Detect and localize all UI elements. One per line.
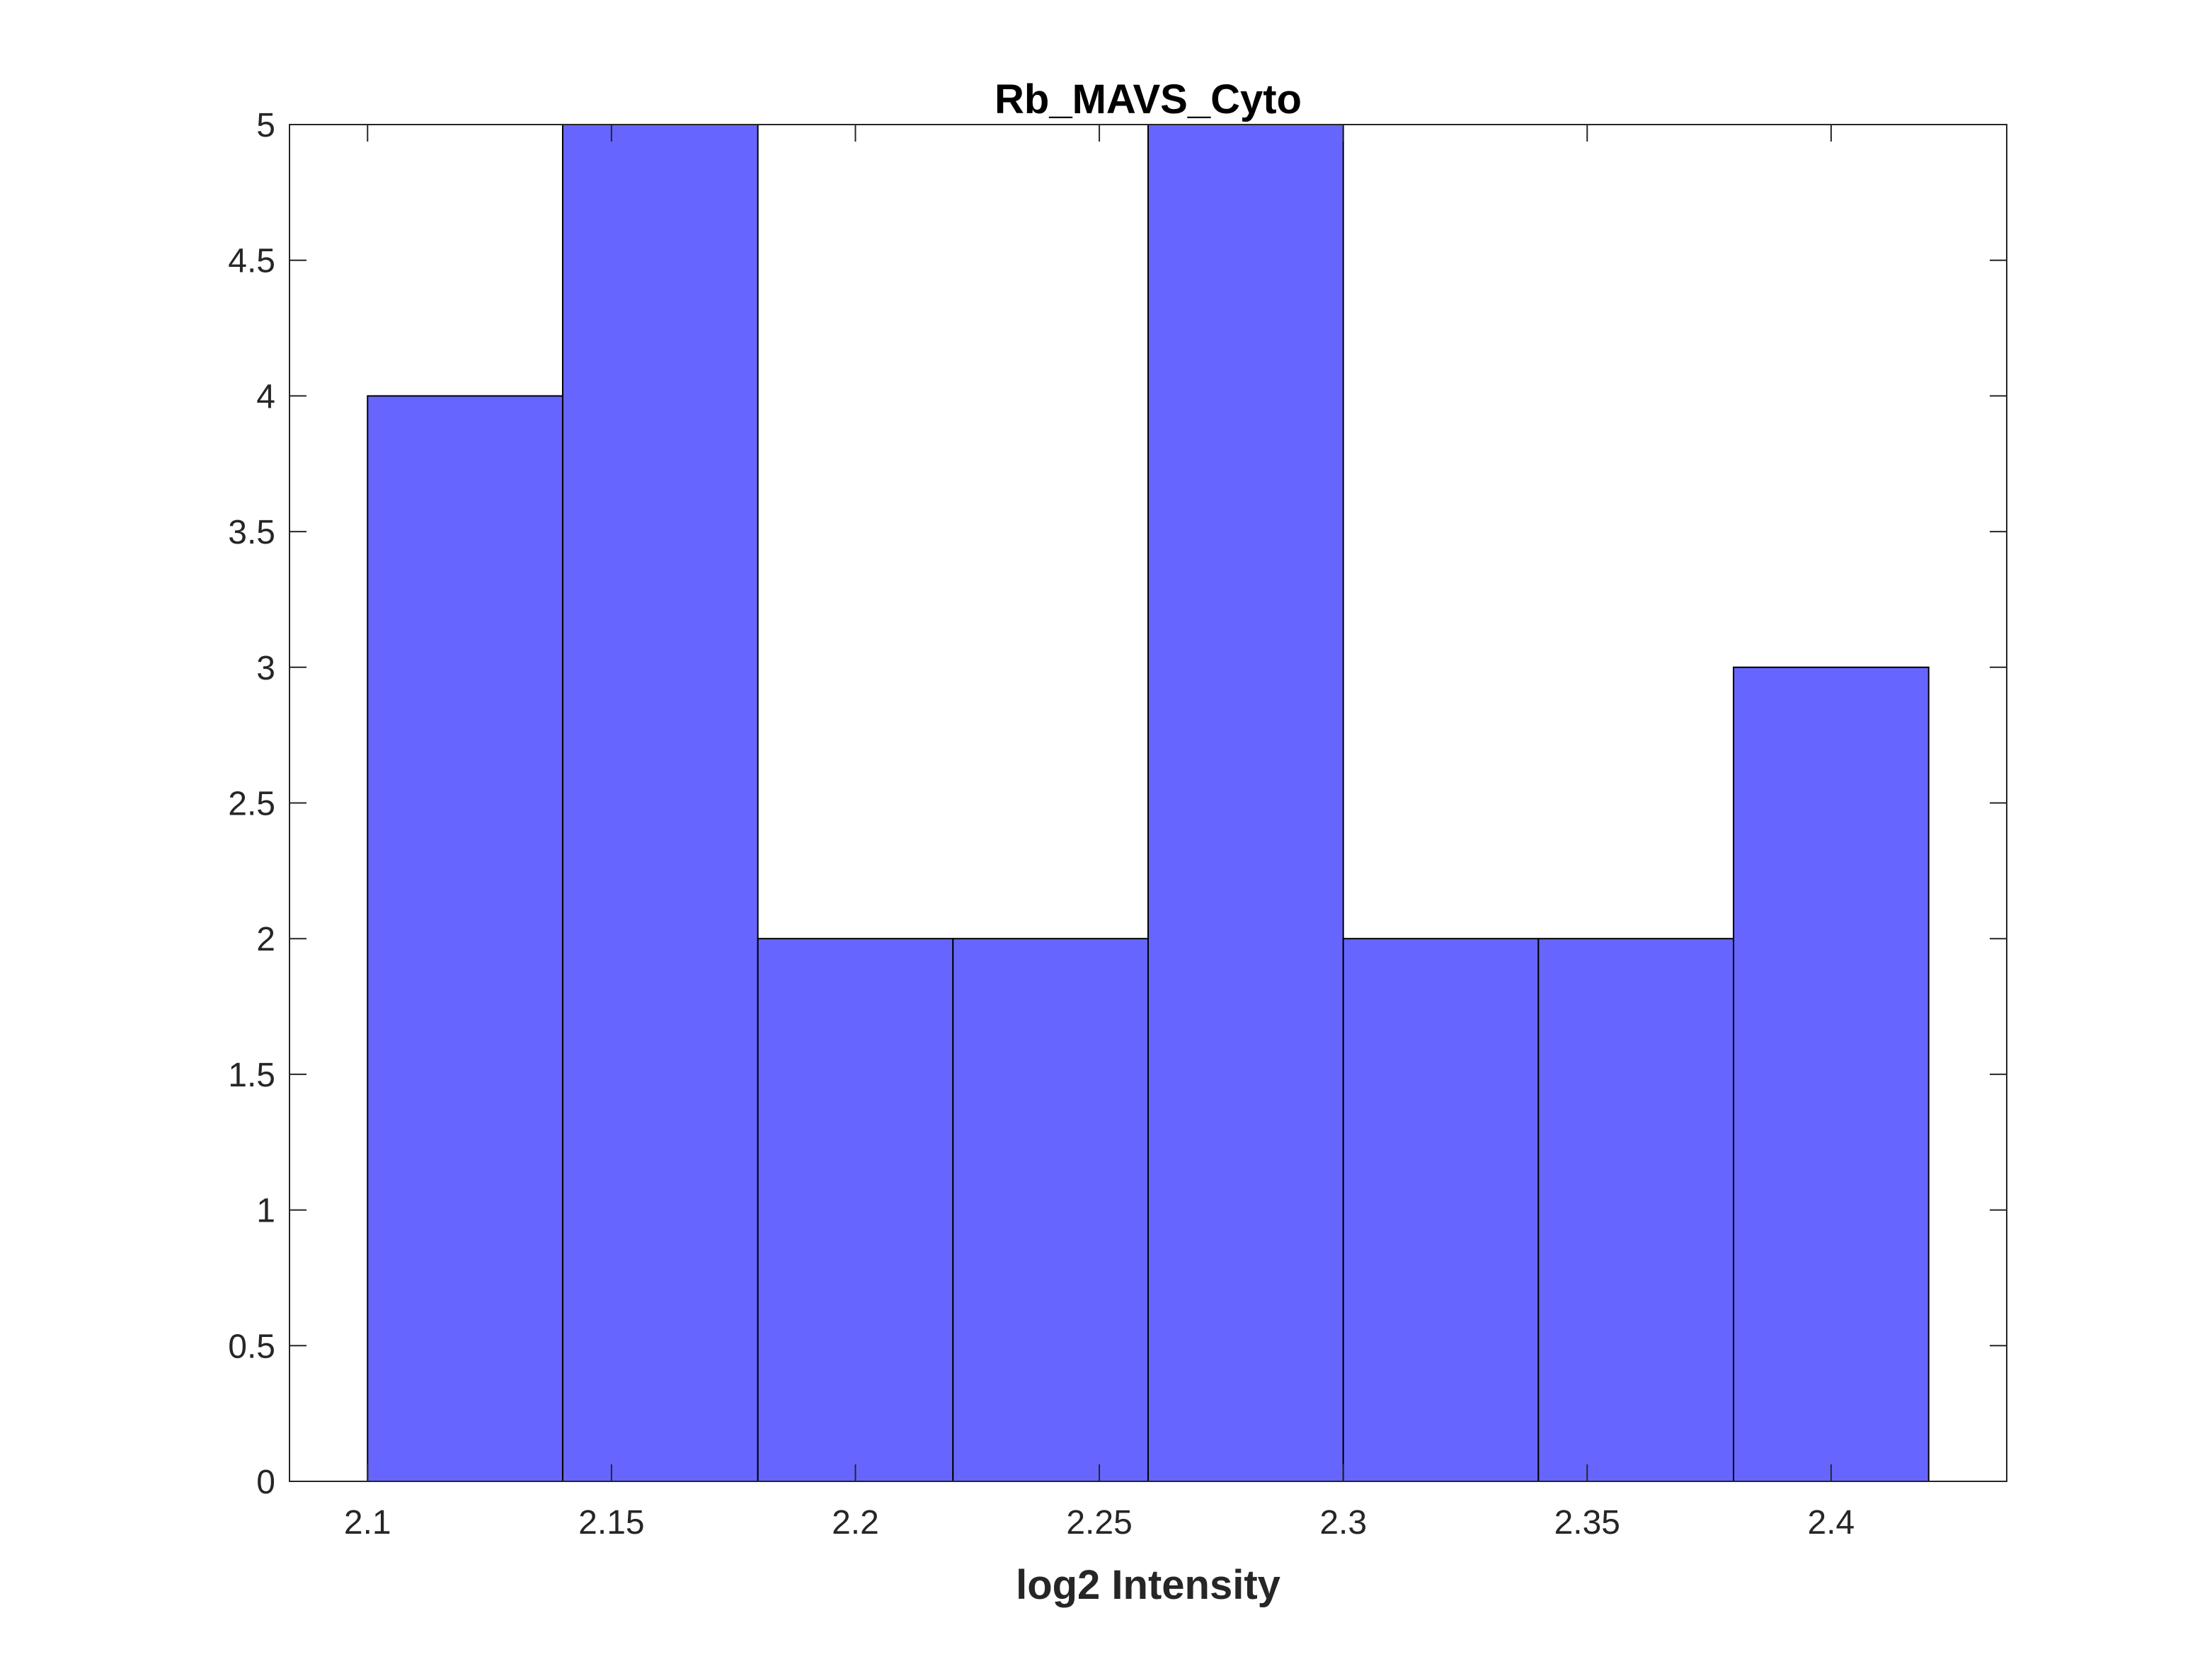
y-tick-label: 2	[256, 921, 275, 958]
x-axis-title: log2 Intensity	[1016, 1562, 1280, 1608]
x-tick-label: 2.35	[1554, 1504, 1620, 1542]
y-tick-label: 0	[256, 1464, 275, 1501]
histogram-bar	[1342, 938, 1540, 1482]
y-tick-label: 3	[256, 650, 275, 687]
histogram-bar	[1733, 666, 1930, 1482]
x-tick-label: 2.25	[1066, 1504, 1132, 1542]
x-tick-label: 2.1	[344, 1504, 391, 1542]
x-axis-ticks	[367, 125, 1832, 1481]
chart-title: Rb_MAVS_Cyto	[995, 76, 1302, 122]
x-tick-label: 2.15	[578, 1504, 644, 1542]
histogram-bar	[757, 938, 954, 1482]
y-tick-label: 4	[256, 378, 275, 415]
y-tick-label: 4.5	[228, 243, 275, 280]
histogram-bar	[561, 124, 759, 1482]
y-tick-label: 5	[256, 107, 275, 144]
y-tick-label: 1	[256, 1193, 275, 1230]
y-tick-label: 3.5	[228, 514, 275, 551]
histogram-bar	[1537, 938, 1735, 1482]
y-axis-ticks	[290, 124, 2007, 1482]
x-tick-label: 2.3	[1319, 1504, 1367, 1542]
x-axis-tick-labels: 2.1 2.15 2.2 2.25 2.3 2.35 2.4	[344, 1504, 1855, 1542]
y-tick-label: 2.5	[228, 786, 275, 823]
histogram-bars	[367, 124, 1930, 1482]
y-tick-label: 1.5	[228, 1057, 275, 1094]
histogram-bar	[952, 938, 1150, 1482]
x-tick-label: 2.2	[832, 1504, 879, 1542]
y-tick-label: 0.5	[228, 1328, 275, 1365]
histogram-bar	[1147, 124, 1344, 1482]
y-axis-tick-labels: 0 0.5 1 1.5 2 2.5 3 3.5 4 4.5 5	[228, 107, 275, 1501]
histogram-bar	[367, 395, 563, 1482]
x-tick-label: 2.4	[1808, 1504, 1855, 1542]
